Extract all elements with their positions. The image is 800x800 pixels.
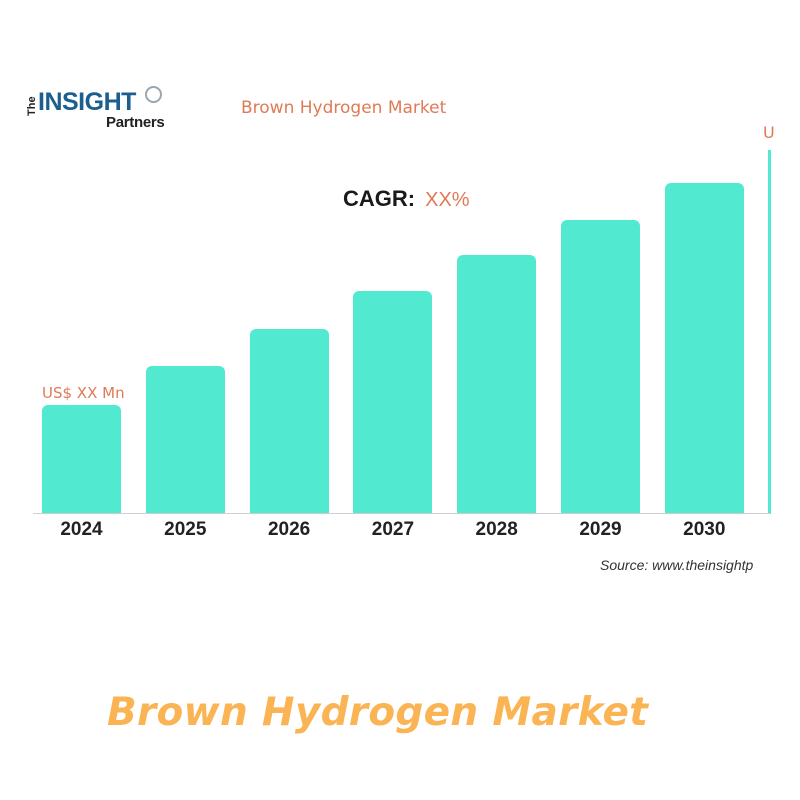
logo-insight-text: INSIGHT (38, 88, 136, 116)
source-note: Source: www.theinsightp (600, 557, 754, 573)
x-label-2024: 2024 (60, 519, 103, 540)
cropped-bar (768, 150, 771, 514)
bar-2028 (457, 255, 537, 513)
cagr-label-text: CAGR: (343, 186, 416, 211)
insight-partners-logo: The INSIGHT Partners (24, 86, 165, 138)
logo-the-text: The (26, 96, 38, 116)
bar-2027 (353, 291, 433, 513)
logo-magnifier-icon (145, 86, 162, 103)
x-label-2025: 2025 (164, 519, 207, 540)
x-label-2027: 2027 (371, 519, 415, 540)
partial-bar-label: U (763, 123, 775, 142)
x-label-2028: 2028 (475, 519, 518, 540)
chart-title: Brown Hydrogen Market (241, 98, 447, 118)
cagr-label: CAGR: XX% (343, 186, 470, 212)
x-label-2029: 2029 (579, 519, 622, 540)
x-label-2030: 2030 (683, 519, 726, 540)
x-axis-line (33, 513, 770, 514)
bar-2029 (561, 220, 640, 513)
bar-2025 (145, 366, 225, 513)
x-label-2026: 2026 (267, 519, 311, 540)
cagr-value: XX% (425, 189, 470, 211)
logo-partners-text: Partners (106, 114, 165, 131)
first-bar-value-label: US$ XX Mn (42, 384, 125, 402)
caption-title: Brown Hydrogen Market (107, 690, 649, 735)
bar-2030 (664, 183, 744, 513)
bar-2024 (42, 405, 121, 513)
bar-2026 (249, 329, 329, 513)
